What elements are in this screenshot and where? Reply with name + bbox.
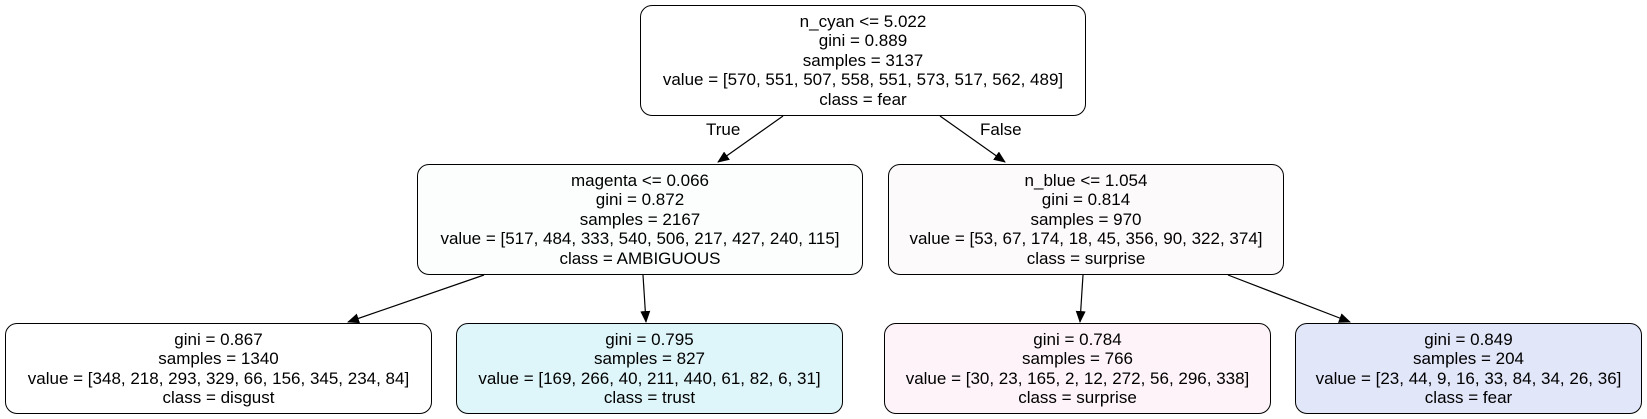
edge-right-to-right-right [1227,274,1351,323]
samples-count: samples = 1340 [158,349,279,368]
gini-value: gini = 0.872 [595,190,685,210]
gini-value: gini = 0.889 [818,31,908,51]
predicted-class: class = fear [819,89,907,109]
predicted-class: class = AMBIGUOUS [559,248,721,268]
edge-label-true: True [706,120,741,139]
samples-count: samples = 204 [1412,349,1525,368]
class-distribution: value = [53, 67, 174, 18, 45, 356, 90, 3… [909,229,1263,249]
tree-leaf-left-right: gini = 0.795 samples = 827 value = [169,… [456,323,843,414]
class-distribution: value = [23, 44, 9, 16, 33, 84, 34, 26, … [1315,368,1622,388]
tree-leaf-right-left: gini = 0.784 samples = 766 value = [30, … [884,323,1271,414]
predicted-class: class = surprise [1018,388,1137,407]
class-distribution: value = [30, 23, 165, 2, 12, 272, 56, 29… [905,368,1250,388]
predicted-class: class = disgust [162,388,275,407]
gini-value: gini = 0.849 [1424,329,1513,349]
class-distribution: value = [570, 551, 507, 558, 551, 573, 5… [662,70,1064,90]
samples-count: samples = 3137 [802,50,924,70]
class-distribution: value = [169, 266, 40, 211, 440, 61, 82,… [478,368,821,388]
gini-value: gini = 0.814 [1041,190,1131,210]
edge-right-to-right-left [1075,274,1086,323]
split-condition: n_blue <= 1.054 [1024,170,1148,190]
samples-count: samples = 2167 [579,209,701,229]
tree-leaf-left-left: gini = 0.867 samples = 1340 value = [348… [5,323,432,414]
samples-count: samples = 827 [593,349,706,368]
samples-count: samples = 970 [1030,209,1142,229]
tree-leaf-right-right: gini = 0.849 samples = 204 value = [23, … [1295,323,1642,414]
split-condition: magenta <= 0.066 [570,170,709,190]
edge-root-to-right [939,115,1006,163]
class-distribution: value = [348, 218, 293, 329, 66, 156, 34… [27,368,410,388]
samples-count: samples = 766 [1021,349,1134,368]
tree-node-root: n_cyan <= 5.022 gini = 0.889 samples = 3… [640,5,1086,116]
predicted-class: class = fear [1424,388,1513,407]
predicted-class: class = surprise [1026,248,1146,268]
predicted-class: class = trust [603,388,696,407]
gini-value: gini = 0.795 [605,329,694,349]
edge-left-to-left-left [347,274,485,324]
edge-left-to-left-right [640,274,651,323]
tree-node-left: magenta <= 0.066 gini = 0.872 samples = … [417,164,863,275]
edge-root-to-left [717,115,784,163]
tree-node-right: n_blue <= 1.054 gini = 0.814 samples = 9… [888,164,1284,275]
class-distribution: value = [517, 484, 333, 540, 506, 217, 4… [440,229,840,249]
split-condition: n_cyan <= 5.022 [799,11,927,31]
edge-label-false: False [980,120,1022,139]
gini-value: gini = 0.867 [174,329,263,349]
gini-value: gini = 0.784 [1033,329,1122,349]
